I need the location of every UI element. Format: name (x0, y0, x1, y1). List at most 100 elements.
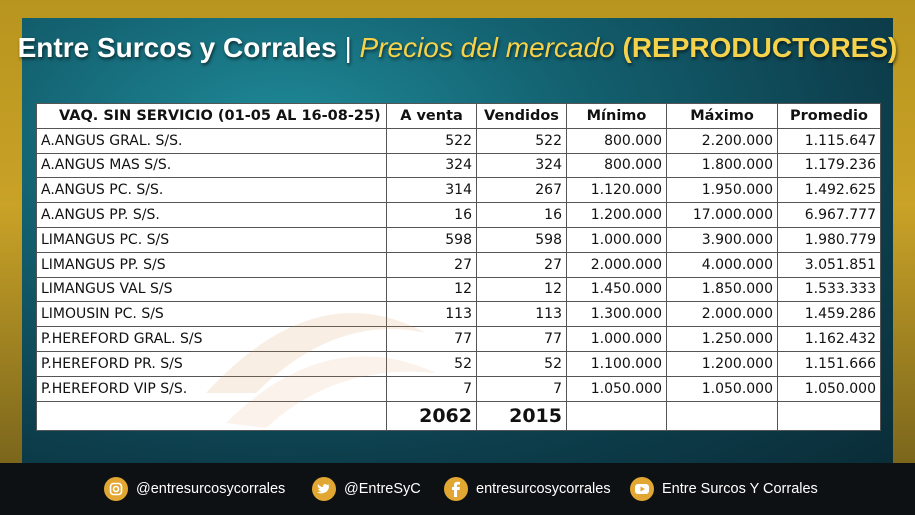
table-header-row: VAQ. SIN SERVICIO (01-05 AL 16-08-25) A … (36, 103, 881, 129)
row-value-cell: 1.450.000 (566, 276, 667, 303)
page-title: Entre Surcos y Corrales | Precios del me… (0, 30, 915, 66)
row-value-cell: 17.000.000 (666, 202, 778, 228)
table-row: A.ANGUS MAS S/S. 324 324 800.000 1.800.000 1.… (36, 152, 881, 179)
youtube-icon (630, 477, 654, 501)
row-category-cell: P.HEREFORD PR. S/S (36, 350, 387, 377)
row-value-cell: 1.980.779 (777, 226, 881, 253)
row-category-cell: LIMANGUS PC. S/S (36, 226, 387, 253)
row-value-cell: 1.800.000 (666, 152, 778, 179)
table-row: LIMANGUS VAL S/S 12 12 1.450.000 1.850.000 1.… (36, 276, 881, 303)
col-header-maximo: Máximo (666, 103, 778, 129)
table-row: P.HEREFORD GRAL. S/S 77 77 1.000.000 1.250.0… (36, 326, 881, 352)
total-vendidos: 2015 (476, 400, 567, 431)
row-value-cell: 12 (476, 276, 567, 303)
instagram-link[interactable]: @entresurcosycorrales (104, 475, 285, 503)
col-header-minimo: Mínimo (566, 103, 667, 129)
row-value-cell: 522 (386, 127, 477, 154)
row-value-cell: 324 (386, 152, 477, 179)
title-subtitle: Precios del mercado (359, 32, 615, 63)
row-category-cell: A.ANGUS GRAL. S/S. (36, 127, 387, 154)
facebook-link[interactable]: entresurcosycorrales (444, 475, 611, 503)
row-category-cell: P.HEREFORD VIP S/S. (36, 375, 387, 402)
row-value-cell: 1.120.000 (566, 177, 667, 204)
row-category-cell: LIMANGUS VAL S/S (36, 276, 387, 303)
row-value-cell: 1.115.647 (777, 127, 881, 154)
row-value-cell: 2.200.000 (666, 127, 778, 154)
row-value-cell: 324 (476, 152, 567, 179)
row-value-cell: 4.000.000 (666, 251, 778, 278)
row-value-cell: 77 (386, 326, 477, 352)
row-value-cell: 1.533.333 (777, 276, 881, 303)
row-value-cell: 1.162.432 (777, 326, 881, 352)
table-row: LIMANGUS PP. S/S 27 27 2.000.000 4.000.000 3.… (36, 251, 881, 278)
row-value-cell: 1.850.000 (666, 276, 778, 303)
table-row: LIMOUSIN PC. S/S 113 113 1.300.000 2.000.000… (36, 301, 881, 328)
totals-row: 2062 2015 (36, 400, 881, 431)
row-value-cell: 522 (476, 127, 567, 154)
social-footer: @entresurcosycorrales @EntreSyC entresur… (0, 463, 915, 515)
row-category-cell: A.ANGUS MAS S/S. (36, 152, 387, 179)
table-row: P.HEREFORD PR. S/S 52 52 1.100.000 1.200.000… (36, 350, 881, 377)
row-value-cell: 1.492.625 (777, 177, 881, 204)
row-value-cell: 1.950.000 (666, 177, 778, 204)
row-value-cell: 113 (476, 301, 567, 328)
total-a-venta: 2062 (386, 400, 477, 431)
row-value-cell: 2.000.000 (566, 251, 667, 278)
row-value-cell: 800.000 (566, 127, 667, 154)
instagram-icon (104, 477, 128, 501)
row-value-cell: 1.300.000 (566, 301, 667, 328)
price-table-container: VAQ. SIN SERVICIO (01-05 AL 16-08-25) A … (36, 103, 881, 431)
row-value-cell: 113 (386, 301, 477, 328)
row-value-cell: 77 (476, 326, 567, 352)
row-value-cell: 16 (386, 202, 477, 228)
row-value-cell: 16 (476, 202, 567, 228)
row-value-cell: 27 (476, 251, 567, 278)
row-value-cell: 1.151.666 (777, 350, 881, 377)
title-category: (REPRODUCTORES) (622, 32, 898, 63)
row-value-cell: 27 (386, 251, 477, 278)
table-row: A.ANGUS PP. S/S. 16 16 1.200.000 17.000.000 6… (36, 202, 881, 228)
price-table: VAQ. SIN SERVICIO (01-05 AL 16-08-25) A … (36, 103, 881, 431)
row-value-cell: 1.200.000 (666, 350, 778, 377)
row-value-cell: 1.250.000 (666, 326, 778, 352)
row-value-cell: 314 (386, 177, 477, 204)
row-category-cell: LIMOUSIN PC. S/S (36, 301, 387, 328)
brand-name: Entre Surcos y Corrales (17, 32, 337, 63)
row-value-cell: 3.900.000 (666, 226, 778, 253)
table-row: P.HEREFORD VIP S/S. 7 7 1.050.000 1.050.000 1… (36, 375, 881, 402)
row-value-cell: 7 (476, 375, 567, 402)
youtube-link[interactable]: Entre Surcos Y Corrales (630, 475, 818, 503)
col-header-promedio: Promedio (777, 103, 881, 129)
row-value-cell: 1.100.000 (566, 350, 667, 377)
row-value-cell: 3.051.851 (777, 251, 881, 278)
row-value-cell: 598 (386, 226, 477, 253)
youtube-channel: Entre Surcos Y Corrales (662, 481, 818, 497)
row-value-cell: 52 (386, 350, 477, 377)
instagram-handle: @entresurcosycorrales (136, 481, 286, 497)
facebook-icon (444, 477, 468, 501)
row-value-cell: 7 (386, 375, 477, 402)
table-row: A.ANGUS PC. S/S. 314 267 1.120.000 1.950.000… (36, 177, 881, 204)
row-value-cell: 6.967.777 (777, 202, 881, 228)
totals-empty-cell (777, 400, 881, 431)
col-header-vendidos: Vendidos (476, 103, 567, 129)
table-row: LIMANGUS PC. S/S 598 598 1.000.000 3.900.000… (36, 226, 881, 253)
table-row: A.ANGUS GRAL. S/S. 522 522 800.000 2.200.000… (36, 127, 881, 154)
row-value-cell: 52 (476, 350, 567, 377)
row-value-cell: 1.459.286 (777, 301, 881, 328)
row-value-cell: 1.200.000 (566, 202, 667, 228)
totals-empty-cell (566, 400, 667, 431)
row-value-cell: 1.050.000 (566, 375, 667, 402)
row-category-cell: A.ANGUS PP. S/S. (36, 202, 387, 228)
title-separator: | (344, 32, 352, 63)
twitter-icon (312, 477, 336, 501)
twitter-link[interactable]: @EntreSyC (312, 475, 421, 503)
row-value-cell: 2.000.000 (666, 301, 778, 328)
totals-empty-cell (666, 400, 778, 431)
row-category-cell: P.HEREFORD GRAL. S/S (36, 326, 387, 352)
row-value-cell: 1.050.000 (666, 375, 778, 402)
totals-empty-cell (36, 400, 387, 431)
row-value-cell: 12 (386, 276, 477, 303)
row-category-cell: LIMANGUS PP. S/S (36, 251, 387, 278)
facebook-handle: entresurcosycorrales (476, 481, 611, 497)
